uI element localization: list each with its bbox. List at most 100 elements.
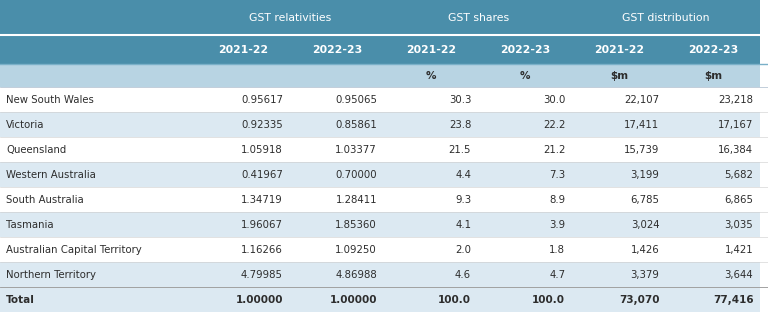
Bar (667, 35, 760, 64)
Bar (384, 287, 478, 312)
Text: 4.1: 4.1 (455, 220, 471, 230)
Bar (572, 287, 667, 312)
Bar (290, 35, 384, 64)
Bar (0, 287, 196, 312)
Text: 9.3: 9.3 (455, 195, 471, 205)
Bar (290, 262, 384, 287)
Text: 1.00000: 1.00000 (236, 295, 283, 305)
Bar (572, 262, 667, 287)
Text: 30.3: 30.3 (449, 95, 471, 105)
Bar (384, 187, 478, 212)
Bar (667, 262, 760, 287)
Text: 6,785: 6,785 (631, 195, 659, 205)
Text: 1.28411: 1.28411 (336, 195, 377, 205)
Text: 3,035: 3,035 (725, 220, 753, 230)
Text: 3.9: 3.9 (549, 220, 565, 230)
Text: %: % (520, 71, 531, 81)
Bar (196, 64, 290, 87)
Text: 2021-22: 2021-22 (594, 45, 644, 55)
Text: 1,426: 1,426 (631, 245, 659, 255)
Bar (478, 212, 572, 237)
Bar (290, 64, 384, 87)
Bar (572, 35, 667, 64)
Bar (0, 87, 196, 112)
Text: 1.16266: 1.16266 (241, 245, 283, 255)
Bar (384, 262, 478, 287)
Text: 0.95617: 0.95617 (241, 95, 283, 105)
Text: 4.79985: 4.79985 (241, 270, 283, 280)
Bar (196, 137, 290, 162)
Bar (667, 212, 760, 237)
Text: 15,739: 15,739 (624, 145, 659, 155)
Text: 2021-22: 2021-22 (406, 45, 456, 55)
Bar (478, 262, 572, 287)
Bar (290, 162, 384, 187)
Text: 0.95065: 0.95065 (335, 95, 377, 105)
Bar (384, 162, 478, 187)
Bar (0, 187, 196, 212)
Text: 100.0: 100.0 (439, 295, 471, 305)
Bar (0, 0, 196, 35)
Bar (0, 212, 196, 237)
Text: Tasmania: Tasmania (6, 220, 54, 230)
Text: 4.7: 4.7 (549, 270, 565, 280)
Bar (0, 35, 196, 64)
Text: 4.6: 4.6 (455, 270, 471, 280)
Text: 5,682: 5,682 (724, 170, 753, 180)
Text: Total: Total (6, 295, 35, 305)
Text: 4.86988: 4.86988 (336, 270, 377, 280)
Text: 21.5: 21.5 (449, 145, 471, 155)
Text: 3,644: 3,644 (725, 270, 753, 280)
Text: 30.0: 30.0 (543, 95, 565, 105)
Bar (196, 262, 290, 287)
Text: 100.0: 100.0 (532, 295, 565, 305)
Bar (478, 287, 572, 312)
Bar (667, 237, 760, 262)
Bar (572, 137, 667, 162)
Text: 1.00000: 1.00000 (329, 295, 377, 305)
Text: GST shares: GST shares (448, 12, 508, 22)
Bar (384, 237, 478, 262)
Bar (196, 237, 290, 262)
Text: 77,416: 77,416 (713, 295, 753, 305)
Bar (478, 35, 572, 64)
Text: 4.4: 4.4 (455, 170, 471, 180)
Text: 22.2: 22.2 (543, 120, 565, 130)
Bar (0, 64, 196, 87)
Text: 0.70000: 0.70000 (336, 170, 377, 180)
Text: South Australia: South Australia (6, 195, 84, 205)
Text: $m: $m (704, 71, 723, 81)
Bar (196, 0, 384, 35)
Bar (572, 237, 667, 262)
Text: 1.96067: 1.96067 (241, 220, 283, 230)
Bar (667, 187, 760, 212)
Bar (572, 212, 667, 237)
Text: 2022-23: 2022-23 (688, 45, 738, 55)
Bar (290, 137, 384, 162)
Bar (384, 64, 478, 87)
Text: 73,070: 73,070 (619, 295, 659, 305)
Text: %: % (425, 71, 436, 81)
Text: Western Australia: Western Australia (6, 170, 96, 180)
Bar (290, 212, 384, 237)
Bar (572, 187, 667, 212)
Bar (478, 87, 572, 112)
Text: 2022-23: 2022-23 (500, 45, 550, 55)
Bar (478, 64, 572, 87)
Bar (478, 187, 572, 212)
Bar (0, 112, 196, 137)
Bar (196, 35, 290, 64)
Text: 0.92335: 0.92335 (241, 120, 283, 130)
Bar (196, 87, 290, 112)
Bar (0, 162, 196, 187)
Text: $m: $m (610, 71, 628, 81)
Text: 23.8: 23.8 (449, 120, 471, 130)
Text: 1.05918: 1.05918 (241, 145, 283, 155)
Text: 1.34719: 1.34719 (241, 195, 283, 205)
Bar (290, 287, 384, 312)
Text: 2.0: 2.0 (455, 245, 471, 255)
Bar (478, 112, 572, 137)
Text: Australian Capital Territory: Australian Capital Territory (6, 245, 142, 255)
Text: 23,218: 23,218 (718, 95, 753, 105)
Text: Queensland: Queensland (6, 145, 66, 155)
